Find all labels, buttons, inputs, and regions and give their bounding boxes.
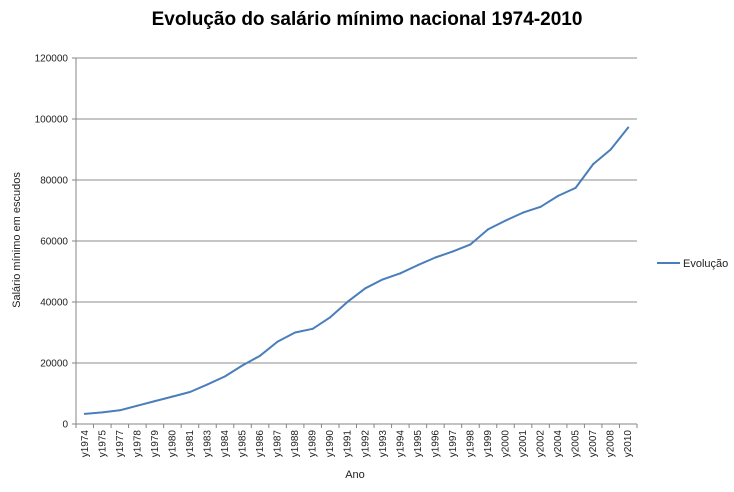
- data-point: [259, 354, 262, 357]
- data-point: [522, 211, 525, 214]
- y-axis-label: Salário mínimo em escudos: [11, 172, 23, 308]
- data-point: [399, 272, 402, 275]
- y-tick-label: 0: [62, 420, 68, 431]
- x-tick-label: y2010: [623, 430, 634, 458]
- data-point: [469, 243, 472, 246]
- x-tick-label: y1995: [413, 430, 424, 458]
- data-point: [311, 327, 314, 330]
- data-point: [101, 411, 104, 414]
- x-tick-label: y2004: [553, 430, 564, 458]
- x-tick-label: y2007: [588, 430, 599, 458]
- x-tick-label: y1998: [465, 430, 476, 458]
- data-point: [118, 409, 121, 412]
- data-point: [486, 228, 489, 231]
- x-tick-label: y2008: [606, 430, 617, 458]
- data-point: [451, 250, 454, 253]
- x-tick-label: y1978: [132, 430, 143, 458]
- x-tick-label: y1991: [343, 430, 354, 458]
- y-tick-label: 20000: [40, 359, 68, 370]
- data-point: [434, 256, 437, 259]
- x-tick-label: y1990: [325, 430, 336, 458]
- data-point: [504, 219, 507, 222]
- x-tick-label: y1992: [360, 430, 371, 458]
- data-point: [153, 400, 156, 403]
- data-point: [188, 390, 191, 393]
- x-tick-label: y1994: [395, 430, 406, 458]
- y-tick-label: 40000: [40, 298, 68, 309]
- data-point: [329, 316, 332, 319]
- data-point: [557, 194, 560, 197]
- legend: Evolução: [657, 258, 728, 270]
- x-tick-label: y1987: [273, 430, 284, 458]
- data-point: [381, 278, 384, 281]
- x-axis-ticks: y1974 y1975 y1977 y1978 y1979 y1980 y1981 y1983…: [75, 424, 638, 458]
- x-tick-label: y1993: [378, 430, 389, 458]
- y-tick-label: 60000: [40, 237, 68, 248]
- grid-lines: [75, 57, 637, 425]
- x-tick-label: y1980: [167, 430, 178, 458]
- x-tick-label: y1975: [97, 430, 108, 458]
- data-point: [592, 163, 595, 166]
- x-tick-label: y1984: [220, 430, 231, 458]
- x-tick-label: y2002: [536, 430, 547, 458]
- x-tick-label: y1979: [150, 430, 161, 458]
- data-point: [136, 404, 139, 407]
- legend-label-evolucao: Evolução: [683, 258, 728, 270]
- y-tick-label: 80000: [40, 176, 68, 187]
- x-tick-label: y2001: [518, 430, 529, 458]
- x-tick-label: y1988: [290, 430, 301, 458]
- x-tick-label: y1999: [483, 430, 494, 458]
- x-tick-label: y1989: [308, 430, 319, 458]
- data-point: [224, 375, 227, 378]
- data-point: [609, 148, 612, 151]
- x-tick-label: y1997: [448, 430, 459, 458]
- data-point: [241, 364, 244, 367]
- data-point: [171, 395, 174, 398]
- y-axis-ticks: 0 20000 40000 60000 80000 100000 120000: [35, 54, 76, 431]
- data-point: [574, 186, 577, 189]
- x-tick-label: y1983: [202, 430, 213, 458]
- data-point: [83, 412, 86, 415]
- data-point: [539, 205, 542, 208]
- data-point: [346, 300, 349, 303]
- x-tick-label: y1996: [430, 430, 441, 458]
- data-point: [276, 340, 279, 343]
- y-tick-label: 120000: [35, 54, 69, 65]
- data-point: [206, 383, 209, 386]
- x-tick-label: y1974: [80, 430, 91, 458]
- data-point: [416, 264, 419, 267]
- x-axis-label: Ano: [345, 469, 365, 481]
- series-layer: [83, 126, 630, 415]
- x-tick-label: y1986: [255, 430, 266, 458]
- x-tick-label: y1981: [185, 430, 196, 458]
- chart-title: Evolução do salário mínimo nacional 1974…: [152, 9, 583, 30]
- x-tick-label: y1977: [115, 430, 126, 458]
- data-point: [627, 126, 630, 129]
- series-line: [84, 126, 629, 415]
- data-point: [294, 331, 297, 334]
- x-tick-label: y2005: [571, 430, 582, 458]
- x-tick-label: y1985: [238, 430, 249, 458]
- y-tick-label: 100000: [35, 115, 69, 126]
- x-tick-label: y2000: [501, 430, 512, 458]
- data-point: [364, 287, 367, 290]
